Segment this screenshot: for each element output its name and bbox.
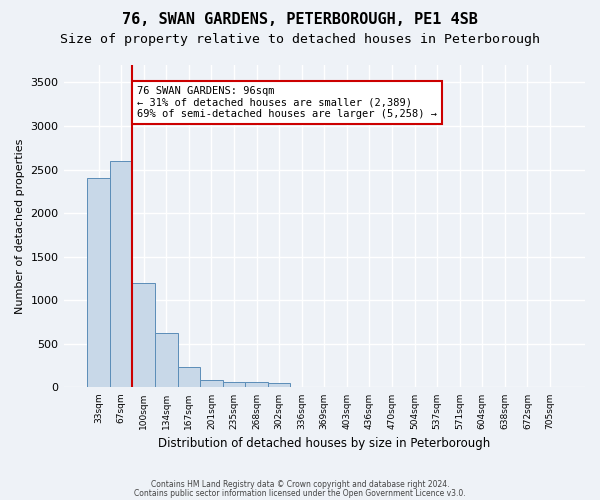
Bar	[110, 161, 133, 388]
Bar	[223, 382, 245, 388]
Text: Contains public sector information licensed under the Open Government Licence v3: Contains public sector information licen…	[134, 488, 466, 498]
Bar	[87, 178, 110, 388]
Text: Size of property relative to detached houses in Peterborough: Size of property relative to detached ho…	[60, 32, 540, 46]
Bar	[133, 283, 155, 388]
Text: 76, SWAN GARDENS, PETERBOROUGH, PE1 4SB: 76, SWAN GARDENS, PETERBOROUGH, PE1 4SB	[122, 12, 478, 28]
Bar	[155, 332, 178, 388]
Bar	[268, 383, 290, 388]
Bar	[178, 366, 200, 388]
Text: Contains HM Land Registry data © Crown copyright and database right 2024.: Contains HM Land Registry data © Crown c…	[151, 480, 449, 489]
Text: 76 SWAN GARDENS: 96sqm
← 31% of detached houses are smaller (2,389)
69% of semi-: 76 SWAN GARDENS: 96sqm ← 31% of detached…	[137, 86, 437, 119]
Bar	[200, 380, 223, 388]
Bar	[245, 382, 268, 388]
Y-axis label: Number of detached properties: Number of detached properties	[15, 138, 25, 314]
X-axis label: Distribution of detached houses by size in Peterborough: Distribution of detached houses by size …	[158, 437, 490, 450]
